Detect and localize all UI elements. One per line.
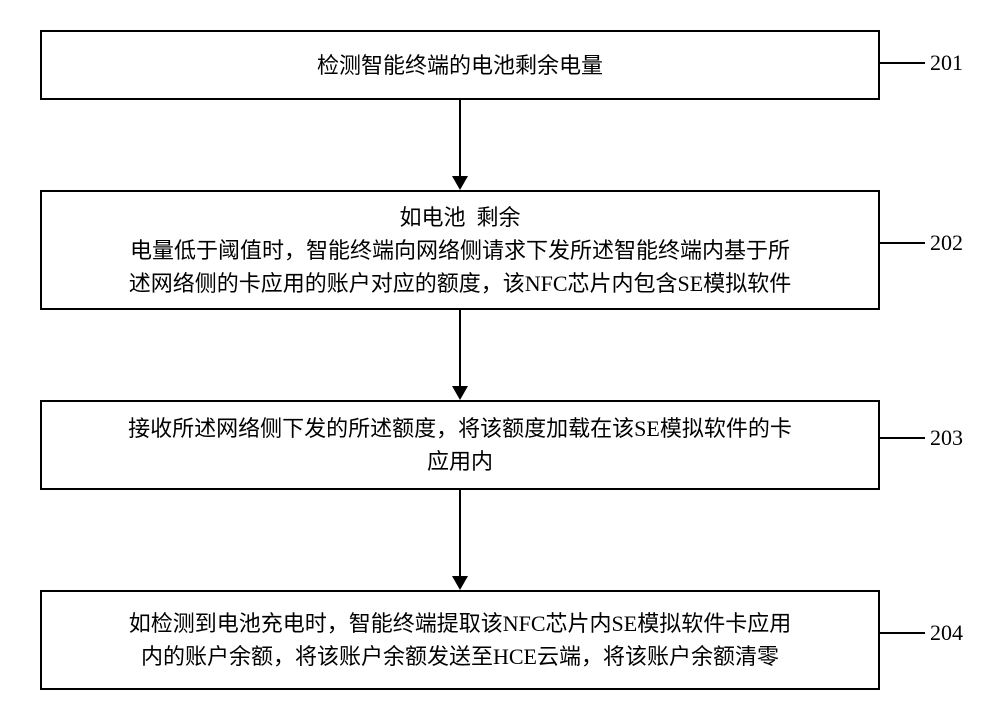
- flow-step-204: 如检测到电池充电时，智能终端提取该NFC芯片内SE模拟软件卡应用 内的账户余额，…: [40, 590, 880, 690]
- label-tick: [880, 437, 925, 439]
- arrow-3-4-line: [459, 490, 461, 576]
- label-tick: [880, 242, 925, 244]
- flow-step-text: 接收所述网络侧下发的所述额度，将该额度加载在该SE模拟软件的卡 应用内: [128, 412, 792, 478]
- step-label-204: 204: [930, 620, 963, 646]
- arrow-2-3-line: [459, 310, 461, 386]
- step-label-201: 201: [930, 50, 963, 76]
- flow-step-201: 检测智能终端的电池剩余电量: [40, 30, 880, 100]
- label-tick: [880, 62, 925, 64]
- flowchart-canvas: 检测智能终端的电池剩余电量 如电池 剩余 电量低于阈值时，智能终端向网络侧请求下…: [0, 0, 1000, 720]
- flow-step-203: 接收所述网络侧下发的所述额度，将该额度加载在该SE模拟软件的卡 应用内: [40, 400, 880, 490]
- label-tick: [880, 632, 925, 634]
- step-label-203: 203: [930, 425, 963, 451]
- flow-step-text: 检测智能终端的电池剩余电量: [317, 49, 603, 82]
- flow-step-202: 如电池 剩余 电量低于阈值时，智能终端向网络侧请求下发所述智能终端内基于所 述网…: [40, 190, 880, 310]
- arrow-3-4-head: [452, 576, 468, 590]
- arrow-1-2-line: [459, 100, 461, 176]
- step-label-202: 202: [930, 230, 963, 256]
- flow-step-text: 如检测到电池充电时，智能终端提取该NFC芯片内SE模拟软件卡应用 内的账户余额，…: [129, 607, 791, 673]
- flow-step-text: 如电池 剩余 电量低于阈值时，智能终端向网络侧请求下发所述智能终端内基于所 述网…: [129, 201, 791, 300]
- arrow-1-2-head: [452, 176, 468, 190]
- arrow-2-3-head: [452, 386, 468, 400]
